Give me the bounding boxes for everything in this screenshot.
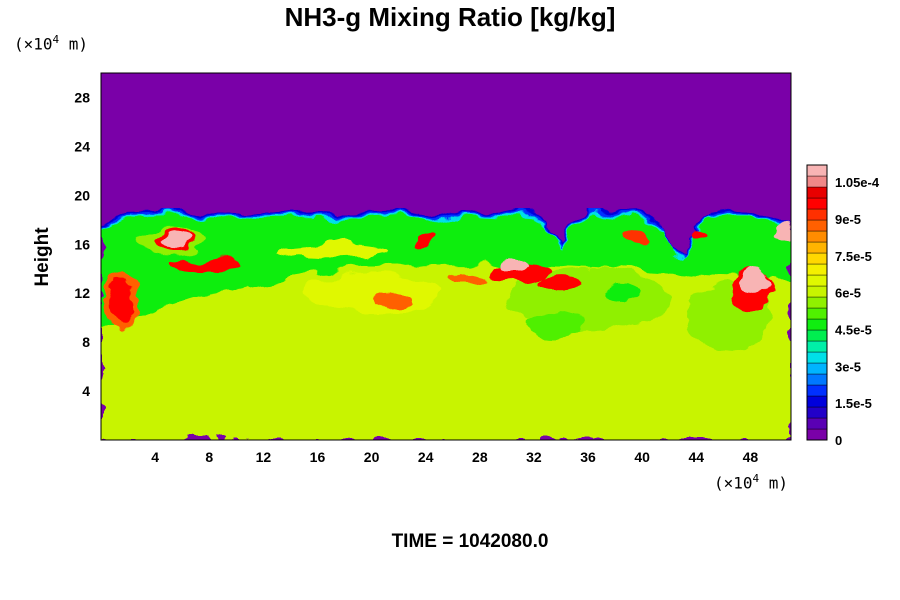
colorbar-tick-label: 4.5e-5 — [835, 323, 872, 338]
x-tick-label: 28 — [472, 449, 488, 465]
chart-title: NH3-g Mixing Ratio [kg/kg] — [284, 2, 616, 32]
colorbar-tick-label: 3e-5 — [835, 359, 861, 374]
turbulent-blob — [109, 274, 134, 324]
y-tick-label: 12 — [74, 285, 90, 301]
turbulent-blob — [168, 258, 237, 274]
turbulent-blob — [527, 311, 582, 337]
colorbar-tick-label: 1.5e-5 — [835, 396, 872, 411]
colorbar-tick-label: 7.5e-5 — [835, 249, 872, 264]
turbulent-blob — [739, 265, 767, 297]
turbulent-blob — [160, 229, 193, 247]
x-tick-label: 44 — [689, 449, 705, 465]
x-tick-label: 16 — [310, 449, 326, 465]
colorbar-swatch — [806, 164, 828, 177]
turbulent-layer — [101, 208, 791, 440]
colorbar-swatch — [806, 296, 828, 309]
x-tick-label: 24 — [418, 449, 434, 465]
heatmap-field — [101, 73, 791, 440]
colorbar-tick-label: 0 — [835, 433, 842, 448]
colorbar-swatch — [806, 395, 828, 408]
turbulent-blob — [623, 230, 648, 246]
colorbar-tick-label: 1.05e-4 — [835, 175, 880, 190]
colorbar-swatch — [806, 186, 828, 199]
colorbar-frame — [806, 164, 828, 441]
y-axis-unit: (×104 m) — [14, 33, 89, 54]
colorbar-swatch — [806, 274, 828, 287]
colorbar-swatch — [806, 263, 828, 276]
colorbar-swatch — [806, 329, 828, 342]
y-tick-label: 4 — [82, 383, 90, 399]
colorbar-swatch — [806, 219, 828, 232]
colorbar-swatch — [806, 252, 828, 265]
x-tick-labels: 4 8 12 16 20 24 28 32 36 40 44 48 — [151, 449, 758, 465]
turbulent-blob — [501, 257, 529, 273]
colorbar-swatch — [806, 318, 828, 331]
colorbar-tick-label: 6e-5 — [835, 286, 861, 301]
colorbar-swatch — [806, 373, 828, 386]
colorbar-swatch — [806, 307, 828, 320]
colorbar-swatch — [806, 351, 828, 364]
x-tick-label: 48 — [743, 449, 759, 465]
turbulent-blob — [774, 222, 791, 242]
y-tick-label: 28 — [74, 89, 90, 105]
x-axis-unit: (×104 m) — [714, 472, 789, 493]
colorbar-swatch — [806, 197, 828, 210]
turbulent-blob — [446, 272, 487, 285]
colorbar-tick-label: 9e-5 — [835, 212, 861, 227]
turbulent-blob — [542, 276, 580, 291]
y-tick-label: 24 — [74, 138, 90, 154]
colorbar-swatch — [806, 417, 828, 430]
y-tick-label: 8 — [82, 334, 90, 350]
colorbar-swatch — [806, 208, 828, 221]
colorbar-swatch — [806, 406, 828, 419]
x-tick-label: 20 — [364, 449, 380, 465]
colorbar-swatch — [806, 428, 828, 441]
colorbar-swatch — [806, 362, 828, 375]
x-tick-label: 8 — [205, 449, 213, 465]
turbulent-blob — [303, 274, 440, 312]
plot-frame — [100, 72, 792, 441]
time-label: TIME = 1042080.0 — [391, 531, 549, 552]
x-tick-label: 36 — [580, 449, 596, 465]
turbulent-blob — [375, 293, 409, 306]
x-tick-label: 40 — [634, 449, 650, 465]
turbulent-blob — [602, 285, 641, 301]
y-tick-label: 20 — [74, 187, 90, 203]
colorbar: 0 1.5e-5 3e-5 4.5e-5 6e-5 7.5e-5 9e-5 1.05e-4 — [806, 164, 880, 448]
colorbar-swatch — [806, 340, 828, 353]
x-tick-label: 32 — [526, 449, 542, 465]
y-tick-label: 16 — [74, 236, 90, 252]
y-tick-labels: 4 8 12 16 20 24 28 — [74, 89, 90, 399]
x-tick-label: 4 — [151, 449, 159, 465]
colorbar-swatch — [806, 230, 828, 243]
x-tick-label: 12 — [256, 449, 272, 465]
turbulent-blob — [692, 229, 709, 242]
colorbar-swatch — [806, 384, 828, 397]
turbulent-blob — [413, 232, 433, 245]
colorbar-swatch — [806, 241, 828, 254]
colorbar-swatch — [806, 175, 828, 188]
turbulent-blob — [276, 243, 386, 258]
colorbar-swatch — [806, 285, 828, 298]
